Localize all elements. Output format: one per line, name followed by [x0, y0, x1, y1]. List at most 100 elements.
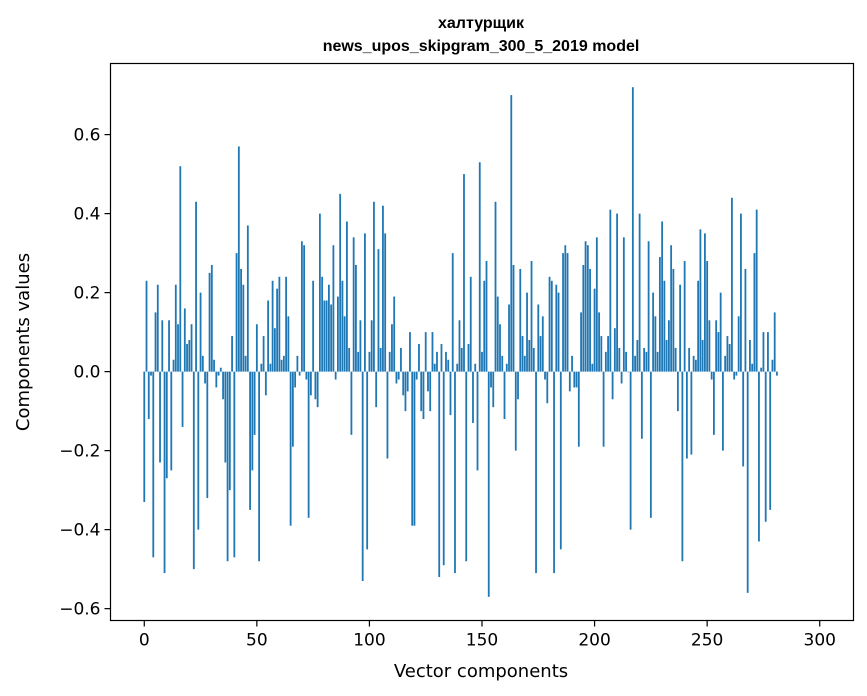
- bar: [382, 205, 384, 372]
- bar: [454, 371, 456, 574]
- bar: [287, 316, 290, 372]
- bar: [575, 371, 578, 388]
- bar: [760, 367, 763, 372]
- bar: [294, 371, 297, 388]
- bar: [544, 371, 546, 380]
- y-tick-label: 0.4: [73, 205, 100, 225]
- bar: [246, 225, 249, 372]
- bar: [458, 320, 461, 372]
- bar: [386, 371, 389, 459]
- bar: [483, 280, 486, 372]
- bar: [170, 371, 173, 471]
- bar: [704, 233, 706, 372]
- bar: [339, 193, 342, 372]
- bar: [604, 351, 607, 372]
- bar: [634, 355, 636, 372]
- bar: [532, 347, 535, 372]
- bar: [735, 371, 738, 376]
- bar: [751, 363, 754, 372]
- bar: [586, 245, 589, 372]
- bar: [589, 268, 591, 372]
- y-tick-label: 0.0: [73, 363, 100, 383]
- bar: [174, 284, 177, 372]
- bar: [409, 332, 411, 372]
- bar: [548, 276, 551, 372]
- bar-series: [143, 87, 778, 597]
- bar: [755, 209, 758, 372]
- bar: [224, 371, 227, 463]
- bar: [663, 280, 666, 372]
- bar: [240, 268, 242, 372]
- bar: [219, 367, 222, 372]
- bar: [485, 261, 488, 372]
- bar: [658, 257, 661, 372]
- bar: [445, 351, 447, 372]
- bar: [749, 340, 751, 372]
- bar: [478, 162, 481, 372]
- bar: [607, 336, 609, 372]
- bar: [526, 292, 528, 372]
- bar: [436, 351, 438, 372]
- x-tick-label: 250: [691, 631, 723, 651]
- bar: [726, 336, 729, 372]
- bar: [580, 312, 582, 372]
- bar: [440, 343, 443, 372]
- bar: [694, 359, 697, 372]
- bar: [616, 213, 618, 372]
- bar: [451, 253, 454, 372]
- bar: [271, 280, 274, 372]
- bar: [251, 371, 254, 471]
- bar: [346, 221, 348, 372]
- bar: [550, 280, 553, 372]
- bar: [222, 371, 224, 400]
- bar: [341, 280, 344, 372]
- bar: [717, 332, 720, 372]
- bar: [776, 371, 778, 376]
- y-tick-label: 0.2: [73, 284, 100, 304]
- bar: [620, 371, 623, 384]
- y-tick-label: −0.2: [59, 442, 100, 462]
- plot-frame: [109, 62, 855, 622]
- bar: [156, 284, 159, 372]
- bar: [368, 351, 371, 372]
- bar: [161, 320, 164, 372]
- bar: [366, 371, 369, 550]
- bar: [472, 371, 474, 423]
- bar: [722, 371, 724, 451]
- bar: [391, 324, 393, 372]
- bar: [535, 371, 537, 574]
- x-tick-label: 100: [353, 631, 385, 651]
- bar: [267, 300, 270, 372]
- bar: [334, 371, 337, 380]
- bar: [465, 371, 468, 562]
- bar: [195, 201, 197, 372]
- bar: [282, 355, 285, 372]
- x-tick-label: 50: [246, 631, 268, 651]
- bar: [373, 201, 375, 372]
- bar: [564, 245, 567, 372]
- bar: [233, 371, 236, 558]
- bar: [305, 371, 308, 380]
- bar: [424, 332, 427, 372]
- bar: [559, 371, 562, 550]
- bar: [499, 324, 501, 372]
- bar: [652, 292, 655, 372]
- bar: [701, 340, 704, 372]
- bar: [325, 300, 328, 372]
- bar: [359, 320, 362, 372]
- bar: [613, 328, 616, 372]
- bar: [199, 292, 202, 372]
- bar: [215, 371, 218, 388]
- x-tick-label: 150: [466, 631, 498, 651]
- bar: [681, 371, 684, 562]
- bar: [384, 233, 387, 372]
- bar: [670, 245, 673, 372]
- bar: [431, 332, 434, 372]
- x-axis-ticks: 0 50 100 150 200 250 300: [139, 620, 836, 651]
- bar: [690, 371, 693, 455]
- bar: [413, 371, 416, 526]
- bar: [179, 166, 182, 372]
- bar: [487, 371, 490, 597]
- bar: [463, 174, 465, 372]
- bar: [530, 261, 533, 372]
